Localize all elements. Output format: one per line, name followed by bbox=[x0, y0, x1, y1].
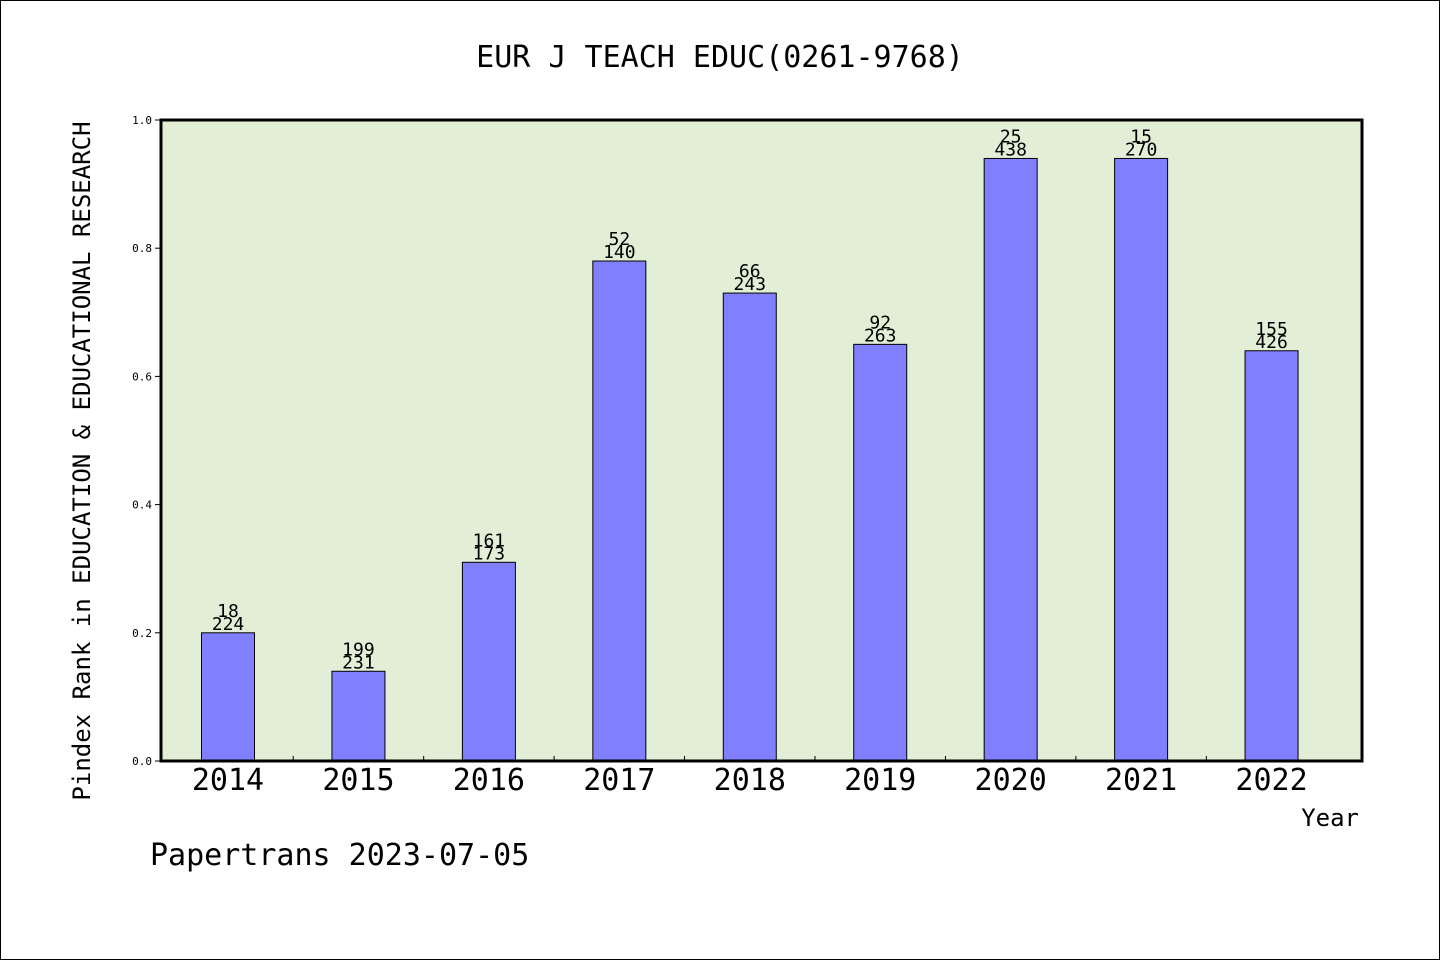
chart-title: EUR J TEACH EDUC(0261-9768) bbox=[476, 40, 964, 75]
bar-2016 bbox=[461, 561, 516, 762]
y-ticks-group: 0.0 0.2 0.4 0.6 0.8 1.0 bbox=[132, 114, 161, 768]
total-label-2019: 263 bbox=[864, 325, 897, 346]
x-tick-label-2021: 2021 bbox=[1105, 763, 1177, 798]
x-tick-label-2020: 2020 bbox=[975, 763, 1047, 798]
bars-group bbox=[201, 157, 1299, 762]
rank-label-2019: 92 bbox=[869, 312, 891, 333]
total-label-2020: 438 bbox=[994, 139, 1027, 160]
bar-2019 bbox=[853, 343, 908, 762]
total-label-2017: 140 bbox=[603, 242, 636, 263]
bar-2020 bbox=[983, 157, 1038, 762]
rank-label-2018: 66 bbox=[739, 261, 761, 282]
x-tick-label-2022: 2022 bbox=[1235, 763, 1307, 798]
y-tick-label-0-2: 0.2 bbox=[132, 627, 152, 640]
x-tick-label-2014: 2014 bbox=[192, 763, 264, 798]
total-label-2021: 270 bbox=[1125, 139, 1158, 160]
total-label-2016: 173 bbox=[473, 543, 506, 564]
plot-border bbox=[159, 118, 1364, 763]
rank-label-2017: 52 bbox=[608, 229, 630, 250]
rank-label-2021: 15 bbox=[1130, 126, 1152, 147]
x-tick-label-2019: 2019 bbox=[844, 763, 916, 798]
x-tick-label-2015: 2015 bbox=[322, 763, 394, 798]
bar-2017 bbox=[592, 260, 647, 762]
bar-2014 bbox=[201, 632, 255, 762]
bar-2021 bbox=[1114, 157, 1169, 762]
bar-2015 bbox=[331, 670, 386, 762]
y-tick-label-0-6: 0.6 bbox=[132, 370, 152, 383]
total-label-2015: 231 bbox=[342, 652, 375, 673]
rank-label-2020: 25 bbox=[1000, 126, 1022, 147]
bar-2018 bbox=[722, 292, 777, 762]
total-label-2018: 243 bbox=[734, 274, 767, 295]
x-tick-label-2018: 2018 bbox=[714, 763, 786, 798]
rank-label-2015: 199 bbox=[342, 639, 375, 660]
y-axis-label: Pindex Rank in EDUCATION & EDUCATIONAL R… bbox=[68, 121, 96, 800]
y-tick-label-0-8: 0.8 bbox=[132, 242, 152, 255]
rank-label-2014: 18 bbox=[217, 601, 239, 622]
total-label-2014: 224 bbox=[212, 614, 245, 635]
x-tick-label-2017: 2017 bbox=[583, 763, 655, 798]
x-tick-label-2016: 2016 bbox=[453, 763, 525, 798]
rank-label-2022: 155 bbox=[1255, 319, 1288, 340]
rank-label-2016: 161 bbox=[473, 530, 506, 551]
y-tick-label-0-0: 0.0 bbox=[132, 755, 152, 768]
total-label-2022: 426 bbox=[1255, 332, 1288, 353]
x-ticks-group: 2014 2015 2016 2017 2018 2019 2020 2021 2022 bbox=[192, 756, 1308, 798]
y-tick-label-0-4: 0.4 bbox=[132, 499, 152, 512]
bar-2022 bbox=[1244, 350, 1299, 762]
footer-credit: Papertrans 2023-07-05 bbox=[150, 838, 529, 873]
y-tick-label-1-0: 1.0 bbox=[132, 114, 152, 127]
x-axis-label: Year bbox=[1301, 804, 1359, 832]
